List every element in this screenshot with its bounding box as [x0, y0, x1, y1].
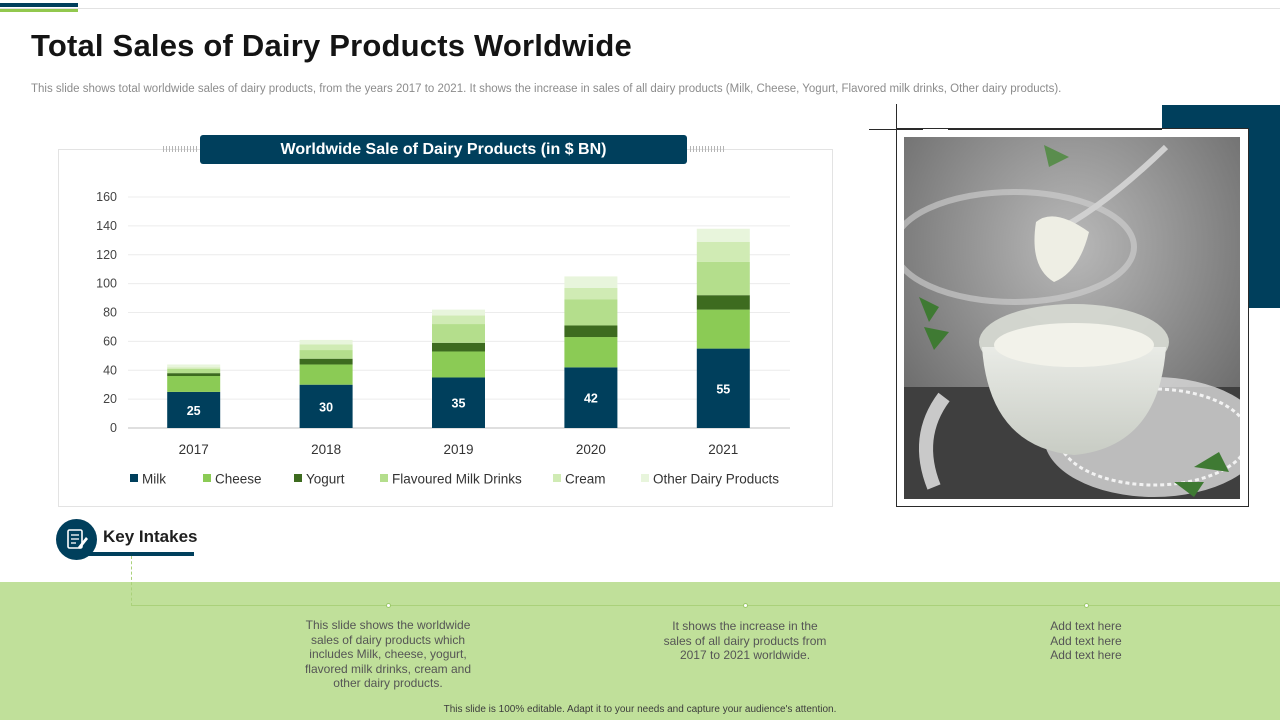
bar-segment [696, 261, 750, 296]
legend-label: Flavoured Milk Drinks [392, 472, 522, 487]
footer-note: This slide is 100% editable. Adapt it to… [443, 704, 837, 715]
chart-title: Worldwide Sale of Dairy Products (in $ B… [200, 135, 687, 164]
key-intakes-underline [78, 552, 194, 556]
accent-bar-green [0, 9, 78, 12]
bar-segment [167, 391, 221, 428]
header-hatch-right [690, 146, 724, 152]
bar-segment [564, 287, 618, 300]
bar-segment [299, 339, 353, 345]
timeline-dot-1 [386, 603, 391, 608]
bar-segment [167, 373, 221, 377]
x-tick-label: 2020 [576, 442, 606, 457]
bar-segment [299, 364, 353, 385]
timeline-dot-2 [743, 603, 748, 608]
bar-segment [564, 325, 618, 338]
key-intake-text-3: Add text here Add text here Add text her… [1050, 619, 1122, 662]
bar-segment [564, 299, 618, 326]
x-tick-label: 2018 [311, 442, 341, 457]
bar-segment [432, 377, 485, 428]
timeline-dot-3 [1084, 603, 1089, 608]
bar-segment [564, 367, 618, 428]
y-tick-label: 100 [96, 277, 117, 291]
connector-vertical [131, 556, 132, 606]
bar-segment [299, 384, 353, 428]
legend-label: Cream [565, 472, 606, 487]
frame-crosshair-v [896, 104, 897, 154]
legend-swatch [294, 474, 302, 482]
y-tick-label: 0 [110, 421, 117, 435]
bar-segment [696, 241, 750, 262]
y-tick-label: 140 [96, 219, 117, 233]
legend-swatch [203, 474, 211, 482]
y-tick-label: 60 [103, 334, 117, 348]
legend-label: Cheese [215, 472, 262, 487]
bar-segment [167, 368, 221, 374]
bar-segment [299, 344, 353, 351]
bar-segment [696, 295, 750, 310]
x-tick-label: 2021 [708, 442, 738, 457]
legend-swatch [553, 474, 561, 482]
key-intakes-heading: Key Intakes [103, 527, 198, 546]
key-intake-text-2: It shows the increase in the sales of al… [663, 619, 827, 662]
page-title: Total Sales of Dairy Products Worldwide [31, 28, 632, 63]
data-label: 25 [187, 404, 201, 418]
bar-segment [167, 364, 221, 368]
bar-segment [432, 324, 485, 343]
bar-segment [432, 342, 485, 352]
connector-horizontal [131, 605, 1280, 606]
legend-label: Yogurt [306, 472, 345, 487]
legend-label: Milk [142, 472, 166, 487]
data-label: 55 [716, 382, 730, 396]
frame-top-line [948, 129, 1162, 130]
x-tick-label: 2019 [443, 442, 473, 457]
notepad-pen-icon [56, 519, 97, 560]
yogurt-bowl-photo [904, 137, 1240, 499]
data-label: 30 [319, 400, 333, 414]
data-label: 35 [452, 397, 466, 411]
bar-segment [432, 309, 485, 316]
accent-bar-navy [0, 3, 78, 7]
y-tick-label: 120 [96, 248, 117, 262]
legend-swatch [641, 474, 649, 482]
bar-segment [696, 228, 750, 242]
y-tick-label: 80 [103, 306, 117, 320]
x-tick-label: 2017 [179, 442, 209, 457]
bar-segment [299, 350, 353, 359]
bar-segment [696, 348, 750, 428]
bar-segment [696, 309, 750, 349]
legend-swatch [380, 474, 388, 482]
y-tick-label: 160 [96, 190, 117, 204]
bar-segment [564, 276, 618, 288]
bar-segment [299, 358, 353, 365]
y-tick-label: 20 [103, 392, 117, 406]
header-hatch-left [163, 146, 197, 152]
bar-segment [432, 315, 485, 325]
bar-segment [167, 367, 221, 369]
legend-label: Other Dairy Products [653, 472, 779, 487]
legend-swatch [130, 474, 138, 482]
key-intake-text-1: This slide shows the worldwide sales of … [304, 618, 472, 690]
top-divider [0, 8, 1280, 9]
bar-segment [432, 351, 485, 378]
data-label: 42 [584, 392, 598, 406]
bar-segment [564, 337, 618, 368]
y-tick-label: 40 [103, 363, 117, 377]
bar-segment [167, 376, 221, 392]
page-subtitle: This slide shows total worldwide sales o… [31, 83, 1062, 95]
